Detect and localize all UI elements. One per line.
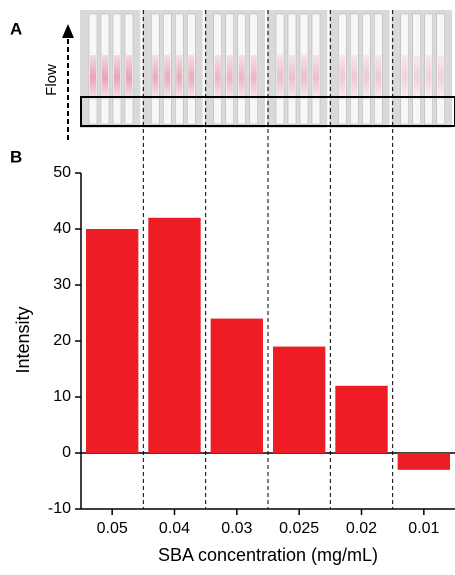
strip-color — [437, 55, 444, 100]
y-tick-label: 0 — [62, 444, 71, 461]
x-tick-label: 0.025 — [279, 520, 319, 537]
flow-arrowhead — [62, 24, 74, 38]
x-tick-label: 0.01 — [408, 520, 439, 537]
strip-color — [188, 55, 195, 100]
strip-color — [339, 55, 346, 100]
strip-color — [102, 55, 108, 100]
bar — [85, 229, 139, 453]
strip-photo — [80, 10, 452, 128]
strip-color — [375, 55, 382, 100]
strip-color — [152, 55, 159, 100]
strip-color — [301, 55, 307, 100]
strip-color — [226, 55, 233, 100]
x-tick-label: 0.04 — [159, 520, 190, 537]
bar — [397, 453, 451, 470]
strip-color — [126, 55, 132, 100]
bar — [210, 318, 264, 453]
bar — [148, 217, 201, 453]
y-axis-title: Intensity — [13, 306, 33, 373]
y-tick-label: 30 — [53, 276, 71, 293]
bar — [335, 385, 388, 453]
y-tick-label: 50 — [53, 164, 71, 181]
y-tick-label: 40 — [53, 220, 71, 237]
x-tick-label: 0.05 — [97, 520, 128, 537]
panel-label: A — [10, 19, 22, 38]
y-tick-label: -10 — [48, 500, 71, 517]
strip-color — [277, 55, 283, 100]
strip-color — [90, 55, 96, 100]
strip-color — [238, 55, 245, 100]
strip-color — [164, 55, 171, 100]
flow-label: Flow — [43, 64, 60, 96]
strip-color — [313, 55, 319, 100]
strip-color — [413, 55, 420, 100]
y-tick-label: 20 — [53, 332, 71, 349]
bar — [272, 346, 326, 453]
x-tick-label: 0.02 — [346, 520, 377, 537]
x-axis-title: SBA concentration (mg/mL) — [158, 545, 378, 565]
x-tick-label: 0.03 — [221, 520, 252, 537]
strip-color — [214, 55, 221, 100]
strip-color — [351, 55, 358, 100]
strip-color — [363, 55, 370, 100]
panel-label: B — [10, 147, 22, 166]
strip-color — [425, 55, 432, 100]
strip-color — [114, 55, 120, 100]
strip-color — [176, 55, 183, 100]
y-tick-label: 10 — [53, 388, 71, 405]
strip-color — [250, 55, 257, 100]
strip-color — [289, 55, 295, 100]
strip-color — [401, 55, 408, 100]
